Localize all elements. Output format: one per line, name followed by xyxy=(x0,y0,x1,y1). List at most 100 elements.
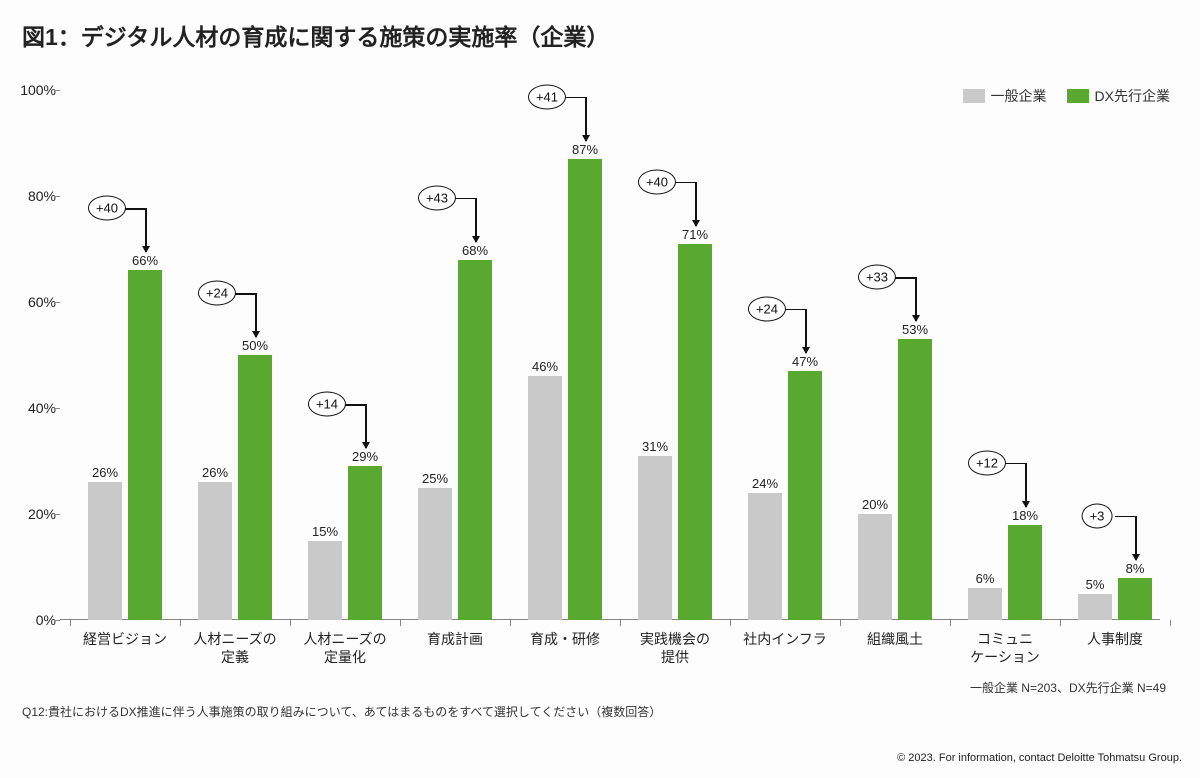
bar-value-label: 31% xyxy=(642,439,668,454)
diff-arrow xyxy=(1025,463,1027,507)
diff-arrow xyxy=(145,208,147,252)
diff-arrow-horizontal xyxy=(345,404,365,406)
copyright: © 2023. For information, contact Deloitt… xyxy=(897,752,1182,764)
bar-value-label: 50% xyxy=(242,338,268,353)
diff-arrow xyxy=(365,404,367,448)
bar-value-label: 20% xyxy=(862,497,888,512)
bar-series1 xyxy=(1078,594,1112,621)
bar-value-label: 8% xyxy=(1126,561,1145,576)
x-tick xyxy=(510,620,511,626)
bar-series2 xyxy=(238,355,272,620)
y-tick xyxy=(54,514,60,515)
diff-arrow-horizontal xyxy=(675,182,695,184)
bar-series2 xyxy=(568,159,602,620)
diff-arrow xyxy=(805,309,807,353)
bar-series2 xyxy=(458,260,492,620)
chart-title: 図1：デジタル人材の育成に関する施策の実施率（企業） xyxy=(22,18,609,52)
y-tick-label: 60% xyxy=(8,294,56,310)
y-tick xyxy=(54,620,60,621)
diff-badge: +40 xyxy=(88,196,126,221)
y-tick xyxy=(54,196,60,197)
bar-series2 xyxy=(128,270,162,620)
bar-series2 xyxy=(1008,525,1042,620)
category-label: 実践機会の提供 xyxy=(620,630,730,666)
bar-series2 xyxy=(348,466,382,620)
bar-series2 xyxy=(678,244,712,620)
x-tick xyxy=(400,620,401,626)
bar-value-label: 15% xyxy=(312,524,338,539)
y-tick-label: 40% xyxy=(8,400,56,416)
diff-arrow-horizontal xyxy=(125,208,145,210)
x-tick xyxy=(840,620,841,626)
diff-arrow xyxy=(255,293,257,337)
y-tick xyxy=(54,90,60,91)
diff-badge: +43 xyxy=(418,185,456,210)
x-tick xyxy=(1060,620,1061,626)
bar-value-label: 87% xyxy=(572,142,598,157)
y-tick-label: 80% xyxy=(8,188,56,204)
bar-value-label: 18% xyxy=(1012,508,1038,523)
sample-size-note: 一般企業 N=203、DX先行企業 N=49 xyxy=(970,679,1166,696)
bar-series2 xyxy=(788,371,822,620)
bar-value-label: 24% xyxy=(752,476,778,491)
x-tick xyxy=(620,620,621,626)
diff-arrow-horizontal xyxy=(565,97,585,99)
x-tick xyxy=(730,620,731,626)
diff-arrow xyxy=(475,198,477,242)
bar-series1 xyxy=(308,541,342,621)
bar-series1 xyxy=(968,588,1002,620)
bar-series1 xyxy=(528,376,562,620)
bar-series2 xyxy=(1118,578,1152,620)
diff-arrow-horizontal xyxy=(1005,463,1025,465)
bar-series1 xyxy=(748,493,782,620)
x-tick xyxy=(290,620,291,626)
category-label: 育成計画 xyxy=(400,630,510,648)
x-tick xyxy=(950,620,951,626)
bar-series2 xyxy=(898,339,932,620)
y-tick-label: 100% xyxy=(8,82,56,98)
category-label: 人材ニーズの定義 xyxy=(180,630,290,666)
bar-value-label: 71% xyxy=(682,227,708,242)
x-tick xyxy=(70,620,71,626)
bar-value-label: 25% xyxy=(422,471,448,486)
category-label: 経営ビジョン xyxy=(70,630,180,648)
diff-badge: +41 xyxy=(528,84,566,109)
bar-value-label: 26% xyxy=(92,465,118,480)
category-label: 組織風土 xyxy=(840,630,950,648)
bar-value-label: 47% xyxy=(792,354,818,369)
bar-value-label: 26% xyxy=(202,465,228,480)
diff-arrow xyxy=(695,182,697,226)
question-note: Q12:貴社におけるDX推進に伴う人事施策の取り組みについて、あてはまるものをす… xyxy=(22,703,661,720)
category-label: 育成・研修 xyxy=(510,630,620,648)
x-tick xyxy=(1170,620,1171,626)
bar-value-label: 46% xyxy=(532,359,558,374)
diff-badge: +24 xyxy=(198,281,236,306)
bar-value-label: 29% xyxy=(352,449,378,464)
bar-value-label: 53% xyxy=(902,322,928,337)
bar-series1 xyxy=(88,482,122,620)
bar-series1 xyxy=(638,456,672,620)
bar-series1 xyxy=(858,514,892,620)
y-tick xyxy=(54,302,60,303)
diff-badge: +33 xyxy=(858,265,896,290)
diff-badge: +3 xyxy=(1082,503,1113,528)
bar-series1 xyxy=(418,488,452,621)
y-tick xyxy=(54,408,60,409)
diff-arrow-horizontal xyxy=(235,293,255,295)
x-tick xyxy=(180,620,181,626)
diff-arrow xyxy=(1135,516,1137,560)
bar-value-label: 6% xyxy=(976,571,995,586)
y-tick-label: 20% xyxy=(8,506,56,522)
diff-badge: +14 xyxy=(308,392,346,417)
category-label: 人材ニーズの定量化 xyxy=(290,630,400,666)
category-label: コミュニケーション xyxy=(950,630,1060,666)
y-tick-label: 0% xyxy=(8,612,56,628)
chart-plot-area: 0%20%40%60%80%100%26%66%経営ビジョン+4026%50%人… xyxy=(60,90,1160,620)
bar-series1 xyxy=(198,482,232,620)
diff-badge: +12 xyxy=(968,450,1006,475)
category-label: 社内インフラ xyxy=(730,630,840,648)
diff-arrow-horizontal xyxy=(895,277,915,279)
diff-arrow-horizontal xyxy=(785,309,805,311)
diff-badge: +40 xyxy=(638,169,676,194)
category-label: 人事制度 xyxy=(1060,630,1170,648)
